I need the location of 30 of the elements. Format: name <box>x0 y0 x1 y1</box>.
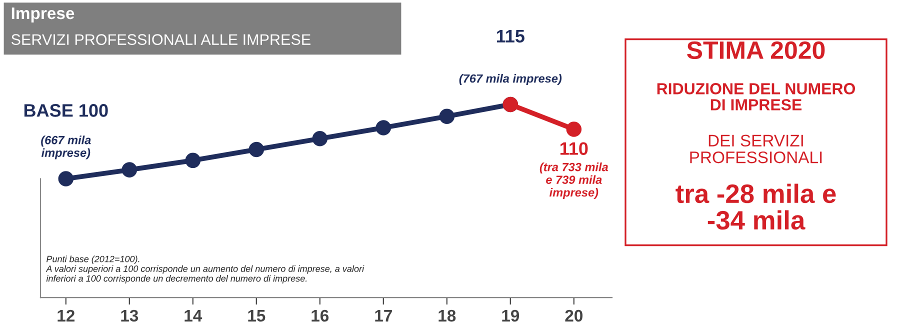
point <box>376 120 392 136</box>
point <box>248 142 264 158</box>
text: tra -28 mila e -34 mila <box>676 184 836 230</box>
point <box>312 130 328 146</box>
annotation: (667 mila imprese) <box>41 136 91 160</box>
data-label: BASE 100 <box>24 104 108 117</box>
chart-subtitle: SERVIZI PROFESSIONALI ALLE IMPRESE <box>11 34 310 45</box>
point <box>566 122 582 137</box>
data-label: 110 <box>560 142 588 155</box>
x-tick-label: 17 <box>375 310 392 322</box>
x-tick-label: 12 <box>58 310 75 322</box>
x-tick-label: 14 <box>184 310 202 322</box>
annotation: (767 mila imprese) <box>459 74 562 86</box>
point <box>122 162 138 178</box>
x-tick-label: 20 <box>565 310 582 322</box>
text: RIDUZIONE DEL NUMERO DI IMPRESE <box>657 83 856 110</box>
x-tick-label: 13 <box>121 310 138 322</box>
text: Punti base (2012=100). A valori superiori a 100 corrisponde un aumento del numero di imprese, a valori inferiori a 100 corrisponde un decremento del numero di imprese. <box>46 256 364 284</box>
text: DEI SERVIZI PROFESSIONALI <box>690 134 822 164</box>
x-tick-label: 15 <box>248 310 266 322</box>
x-tick-label: 16 <box>312 310 329 322</box>
point <box>58 171 74 186</box>
text: STIMA 2020 <box>687 41 825 60</box>
data-label: 115 <box>496 30 524 43</box>
x-tick-label: 19 <box>502 310 520 322</box>
chart-title: Imprese <box>12 8 74 22</box>
annotation: (tra 733 mila e 739 mila imprese) <box>540 162 608 199</box>
point <box>439 108 455 124</box>
x-tick-label: 18 <box>438 310 456 322</box>
point <box>185 152 201 168</box>
